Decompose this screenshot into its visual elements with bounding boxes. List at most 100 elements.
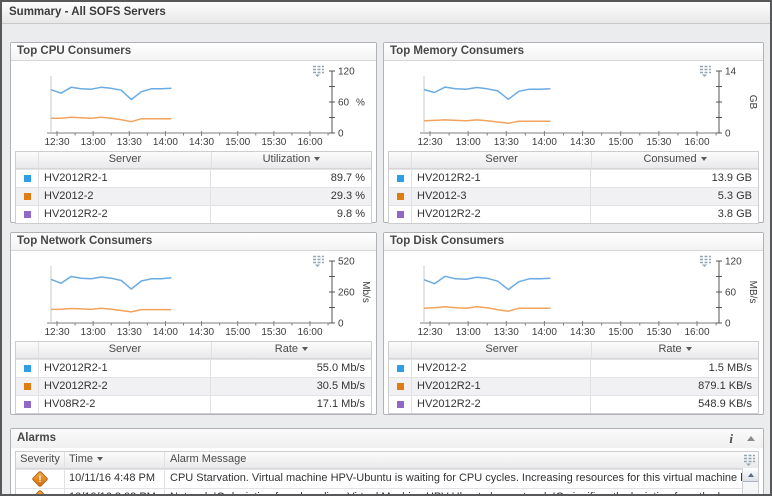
server-column-header[interactable]: Server — [411, 152, 591, 168]
server-name: HV2012R2-2 — [411, 396, 590, 413]
sort-desc-icon — [700, 157, 707, 161]
series-swatch — [23, 383, 31, 390]
scroll-up-icon — [747, 472, 754, 477]
chart-customizer-icon[interactable] — [312, 254, 326, 267]
svg-text:16:00: 16:00 — [297, 327, 322, 338]
panel-title: Top CPU Consumers — [11, 43, 376, 61]
svg-text:16:00: 16:00 — [684, 137, 709, 148]
server-name: HV2012-2 — [38, 188, 210, 205]
page-title: Summary - All SOFS Servers — [2, 2, 770, 24]
alarms-table-header: Severity Time Alarm Message — [16, 452, 758, 469]
memory-table-header: Server Consumed — [389, 152, 758, 169]
alarm-row[interactable]: ! 10/10/16 8:08 PM Network IO deviation … — [16, 488, 758, 494]
svg-text:0: 0 — [725, 319, 731, 330]
chart-customizer-icon[interactable] — [699, 254, 713, 267]
server-value: 55.0 Mb/s — [210, 360, 371, 377]
server-name: HV2012R2-2 — [411, 206, 590, 223]
collapse-up-icon[interactable] — [747, 436, 755, 441]
svg-text:15:00: 15:00 — [608, 137, 633, 148]
table-row[interactable]: HV2012-2 1.5 MB/s — [389, 359, 758, 377]
series-swatch — [396, 193, 404, 200]
panel-title: Top Disk Consumers — [384, 233, 763, 251]
value-column-header[interactable]: Rate — [210, 342, 371, 358]
cpu-chart-area: 12:30 13:00 13:30 14:00 14:30 15:00 15:30 16:00… — [11, 61, 376, 149]
table-row[interactable]: HV2012R2-2 548.9 KB/s — [389, 395, 758, 413]
table-row[interactable]: HV2012R2-1 13.9 GB — [389, 169, 758, 187]
info-icon[interactable]: i — [729, 431, 733, 446]
server-value: 9.8 % — [210, 206, 371, 223]
alarms-table: Severity Time Alarm Message ! 10/11/16 4… — [15, 451, 759, 494]
network-table-header: Server Rate — [16, 342, 371, 359]
svg-text:0: 0 — [338, 129, 344, 140]
svg-text:14:30: 14:30 — [570, 137, 595, 148]
alarm-time: 10/11/16 4:48 PM — [64, 470, 164, 488]
svg-text:60: 60 — [725, 288, 737, 299]
message-column-header[interactable]: Alarm Message — [164, 452, 743, 468]
alarms-scrollbar[interactable] — [742, 468, 758, 494]
warning-icon: ! — [31, 489, 49, 494]
value-column-header[interactable]: Rate — [591, 342, 758, 358]
chart-customizer-icon[interactable] — [699, 64, 713, 77]
svg-text:520: 520 — [338, 257, 355, 268]
server-value: 30.5 Mb/s — [210, 378, 371, 395]
table-row[interactable]: HV08R2-2 17.1 Mb/s — [16, 395, 371, 413]
disk-chart[interactable]: 12:30 13:00 13:30 14:00 14:30 15:00 15:30 16:00… — [384, 251, 763, 339]
table-row[interactable]: HV2012R2-2 30.5 Mb/s — [16, 377, 371, 395]
svg-text:13:00: 13:00 — [456, 137, 481, 148]
server-column-header[interactable]: Server — [38, 342, 211, 358]
memory-chart[interactable]: 12:30 13:00 13:30 14:00 14:30 15:00 15:30 16:00… — [384, 61, 763, 149]
warning-icon: ! — [31, 470, 49, 488]
swatch-column-header — [16, 152, 38, 168]
table-row[interactable]: HV2012R2-2 3.8 GB — [389, 205, 758, 223]
alarm-time: 10/10/16 8:08 PM — [64, 489, 164, 494]
panel-title: Top Network Consumers — [11, 233, 376, 251]
table-customizer-icon[interactable] — [743, 454, 757, 466]
table-row[interactable]: HV2012R2-1 879.1 KB/s — [389, 377, 758, 395]
svg-text:16:00: 16:00 — [297, 137, 322, 148]
panel-alarms: Alarms i Severity Time Alarm Message ! 1… — [10, 428, 764, 494]
series-swatch — [23, 365, 31, 372]
svg-text:13:30: 13:30 — [494, 137, 519, 148]
server-name: HV2012R2-2 — [38, 378, 210, 395]
server-column-header[interactable]: Server — [411, 342, 591, 358]
table-row[interactable]: HV2012-3 5.3 GB — [389, 187, 758, 205]
svg-text:13:30: 13:30 — [494, 327, 519, 338]
swatch-column-header — [16, 342, 38, 358]
svg-text:GB: GB — [747, 95, 758, 110]
alarms-header: Alarms i — [11, 429, 763, 448]
svg-text:15:30: 15:30 — [646, 137, 671, 148]
value-column-header[interactable]: Utilization — [210, 152, 371, 168]
chart-customizer-icon[interactable] — [312, 64, 326, 77]
sort-desc-icon — [97, 457, 104, 461]
server-name: HV2012-3 — [411, 188, 590, 205]
svg-text:260: 260 — [338, 288, 355, 299]
svg-text:12:30: 12:30 — [417, 327, 442, 338]
svg-text:Mb/s: Mb/s — [360, 281, 371, 303]
table-row[interactable]: HV2012R2-1 89.7 % — [16, 169, 371, 187]
svg-text:14:30: 14:30 — [189, 327, 214, 338]
table-row[interactable]: HV2012-2 29.3 % — [16, 187, 371, 205]
alarm-row[interactable]: ! 10/11/16 4:48 PM CPU Starvation. Virtu… — [16, 469, 758, 488]
severity-column-header[interactable]: Severity — [20, 453, 60, 465]
svg-text:0: 0 — [338, 319, 344, 330]
server-name: HV2012R2-1 — [38, 170, 210, 187]
svg-text:14:30: 14:30 — [570, 327, 595, 338]
svg-text:14:00: 14:00 — [532, 137, 557, 148]
server-value: 3.8 GB — [590, 206, 758, 223]
svg-text:12:30: 12:30 — [417, 137, 442, 148]
table-row[interactable]: HV2012R2-2 9.8 % — [16, 205, 371, 223]
table-row[interactable]: HV2012R2-1 55.0 Mb/s — [16, 359, 371, 377]
value-column-header[interactable]: Consumed — [591, 152, 758, 168]
svg-text:14:00: 14:00 — [153, 137, 178, 148]
alarm-message: Network IO deviation from baseline. Virt… — [164, 489, 743, 494]
scroll-up-button[interactable] — [743, 468, 758, 482]
server-column-header[interactable]: Server — [38, 152, 211, 168]
server-value: 17.1 Mb/s — [210, 396, 371, 413]
series-swatch — [23, 211, 31, 218]
svg-text:14:00: 14:00 — [532, 327, 557, 338]
panel-title: Top Memory Consumers — [384, 43, 763, 61]
cpu-chart[interactable]: 12:30 13:00 13:30 14:00 14:30 15:00 15:30 16:00… — [11, 61, 376, 149]
time-column-header[interactable]: Time — [64, 452, 164, 468]
network-chart[interactable]: 12:30 13:00 13:30 14:00 14:30 15:00 15:30 16:00… — [11, 251, 376, 339]
